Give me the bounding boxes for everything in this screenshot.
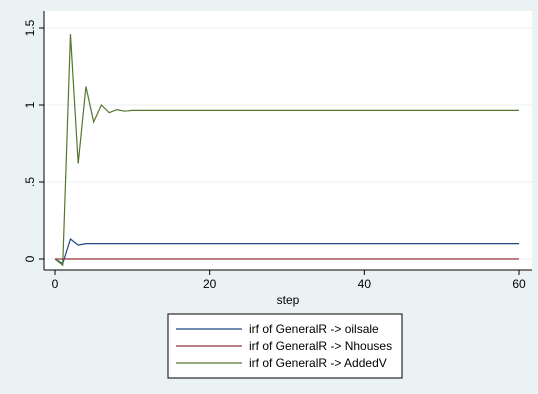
legend-label-2: irf of GeneralR -> AddedV (249, 356, 387, 370)
x-ticks: 0 20 40 60 (52, 270, 526, 291)
plot-area (44, 11, 532, 270)
y-tick-label-0: 0 (23, 255, 37, 262)
axes (43, 11, 532, 271)
legend: irf of GeneralR -> oilsale irf of General… (167, 313, 403, 379)
legend-label-1: irf of GeneralR -> Nhouses (249, 339, 392, 353)
x-tick-label-3: 60 (512, 277, 526, 291)
series-line-0 (54, 237, 519, 265)
legend-entries: irf of GeneralR -> oilsale irf of General… (176, 322, 392, 370)
series-lines (54, 34, 519, 267)
y-tick-label-1: .5 (23, 177, 37, 187)
series-line-2 (54, 34, 519, 267)
x-tick-label-2: 40 (358, 277, 372, 291)
x-tick-label-0: 0 (52, 277, 59, 291)
y-tick-label-3: 1.5 (23, 19, 37, 36)
x-axis-label: step (277, 293, 300, 307)
y-ticks: 0 .5 1 1.5 (23, 19, 44, 262)
x-tick-label-1: 20 (203, 277, 217, 291)
legend-label-0: irf of GeneralR -> oilsale (249, 322, 379, 336)
y-tick-label-2: 1 (23, 101, 37, 108)
